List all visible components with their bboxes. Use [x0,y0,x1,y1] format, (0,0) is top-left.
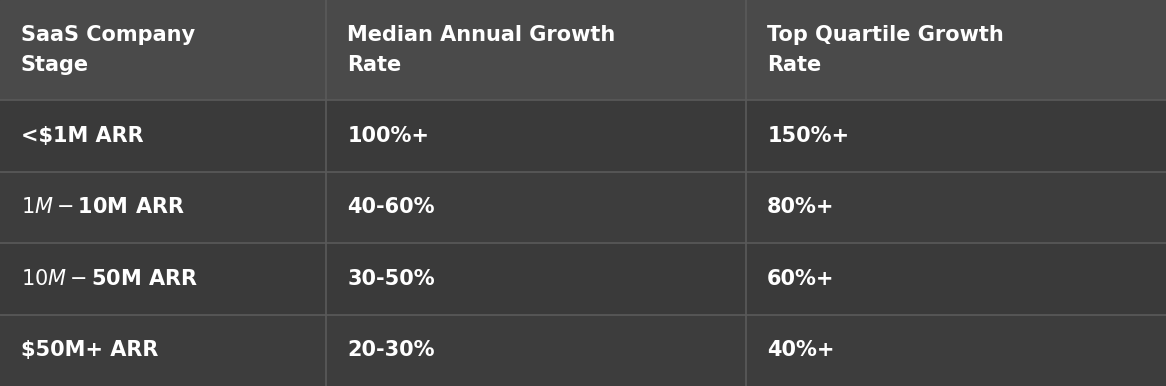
Text: 60%+: 60%+ [767,269,835,289]
Bar [326,0,746,100]
Bar [746,172,1166,243]
Text: 150%+: 150%+ [767,126,849,146]
Bar [746,0,1166,100]
Bar [326,100,746,172]
Text: <$1M ARR: <$1M ARR [21,126,143,146]
Text: $50M+ ARR: $50M+ ARR [21,340,159,360]
Text: SaaS Company
Stage: SaaS Company Stage [21,25,195,75]
Bar [0,172,326,243]
Text: 40%+: 40%+ [767,340,835,360]
Bar [0,243,326,315]
Text: 100%+: 100%+ [347,126,429,146]
Text: 80%+: 80%+ [767,198,835,217]
Text: $10M - $50M ARR: $10M - $50M ARR [21,269,198,289]
Bar [0,315,326,386]
Bar [0,100,326,172]
Text: $1M - $10M ARR: $1M - $10M ARR [21,198,184,217]
Bar [326,243,746,315]
Text: Top Quartile Growth
Rate: Top Quartile Growth Rate [767,25,1004,75]
Text: 40-60%: 40-60% [347,198,435,217]
Bar [746,315,1166,386]
Bar [746,100,1166,172]
Bar [326,315,746,386]
Text: 30-50%: 30-50% [347,269,435,289]
Bar [746,243,1166,315]
Text: Median Annual Growth
Rate: Median Annual Growth Rate [347,25,616,75]
Bar [326,172,746,243]
Bar [0,0,326,100]
Text: 20-30%: 20-30% [347,340,435,360]
